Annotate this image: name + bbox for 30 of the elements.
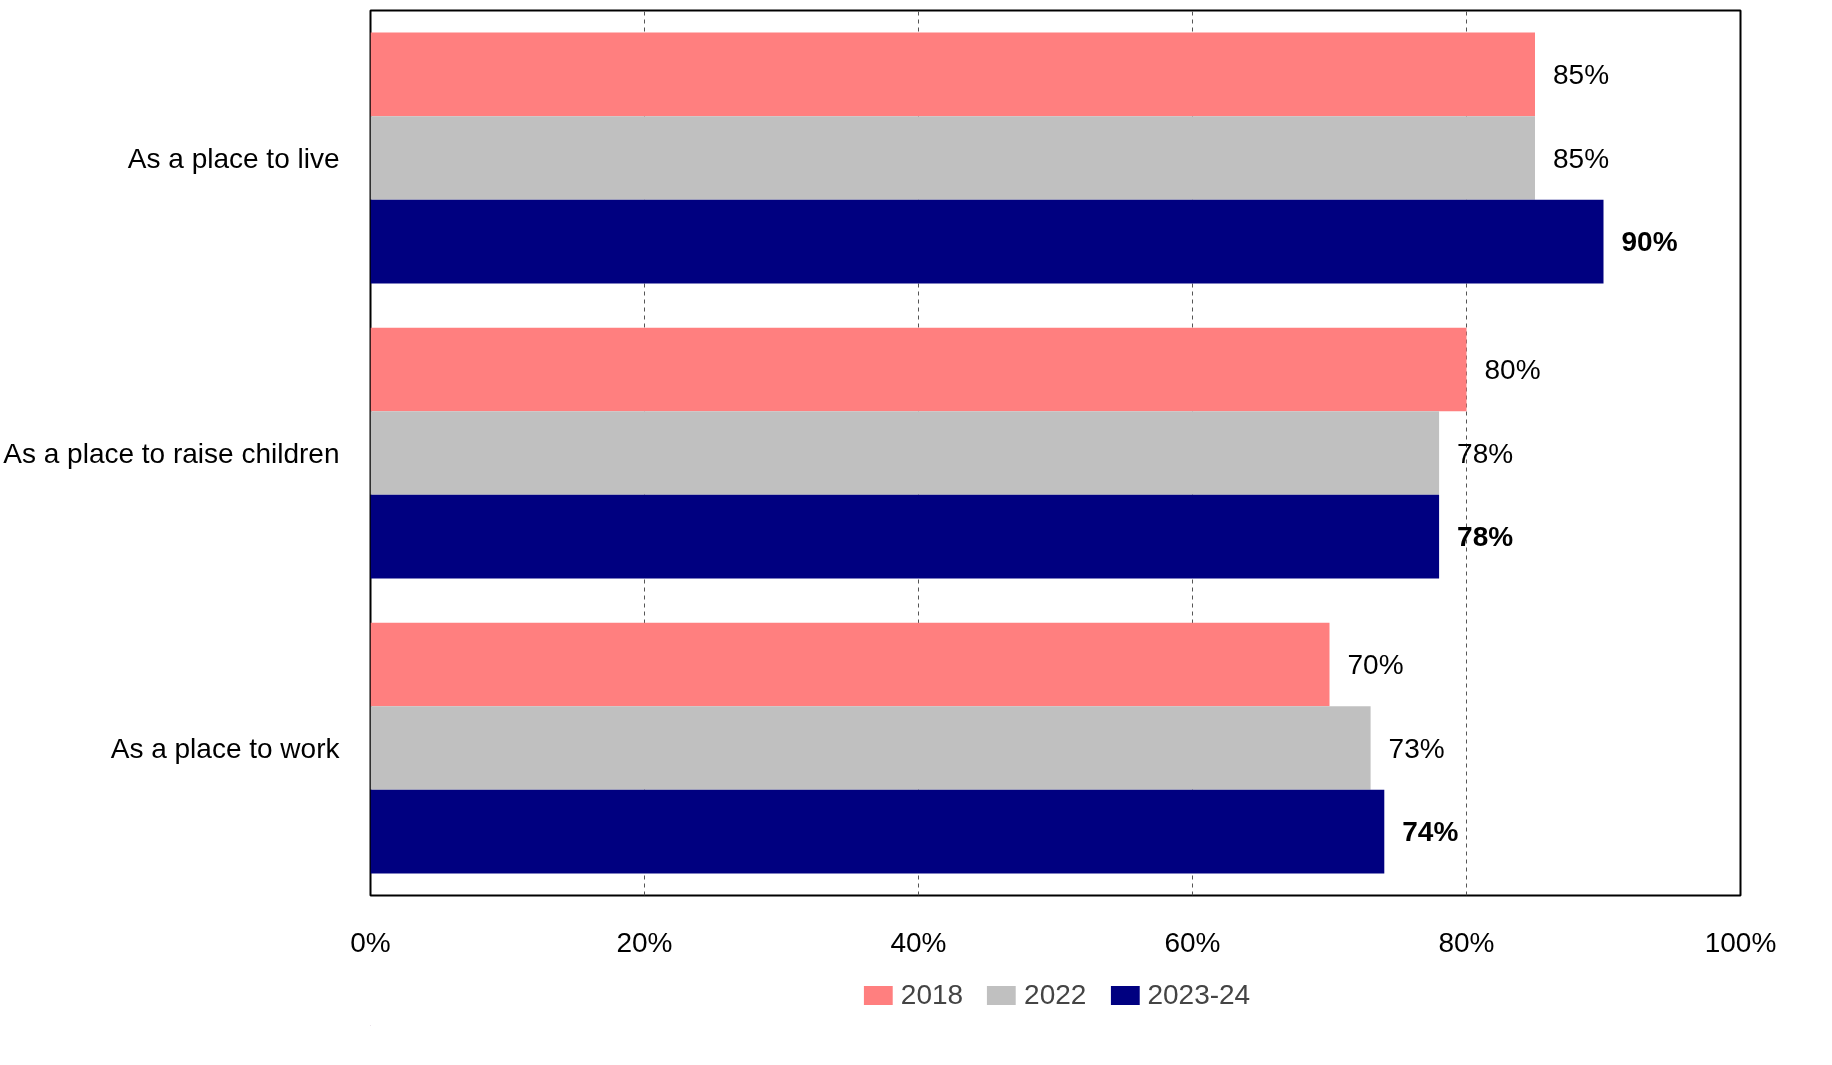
legend-label: 2023-24 [1147,979,1251,1011]
y-tick-label: As a place to live [127,142,340,174]
bar [370,199,1604,284]
bar [370,32,1535,117]
x-tick-label: 80% [1438,926,1495,958]
data-label: 74% [1402,816,1459,848]
bar [370,706,1371,790]
y-tick-label: As a place to work [110,732,341,764]
data-label: 78% [1457,437,1514,469]
bar [370,494,1440,579]
data-label: 90% [1621,226,1678,258]
data-label: 85% [1553,142,1610,174]
data-label: 78% [1457,521,1514,553]
legend-label: 2018 [900,979,964,1011]
x-tick-label: 100% [1704,926,1777,958]
data-label: 70% [1347,648,1404,680]
bar [370,327,1467,412]
bar [370,789,1385,874]
bar [370,116,1535,200]
bar [370,622,1330,707]
x-tick-label: 40% [890,926,947,958]
data-label: 80% [1484,353,1541,385]
x-tick-label: 20% [616,926,673,958]
legend-label: 2022 [1024,979,1087,1011]
x-tick-label: 0% [350,926,391,958]
bar [370,411,1440,495]
data-label: 73% [1388,732,1445,764]
y-tick-label: As a place to raise children [3,437,340,469]
x-tick-label: 60% [1164,926,1221,958]
data-label: 85% [1553,58,1610,90]
